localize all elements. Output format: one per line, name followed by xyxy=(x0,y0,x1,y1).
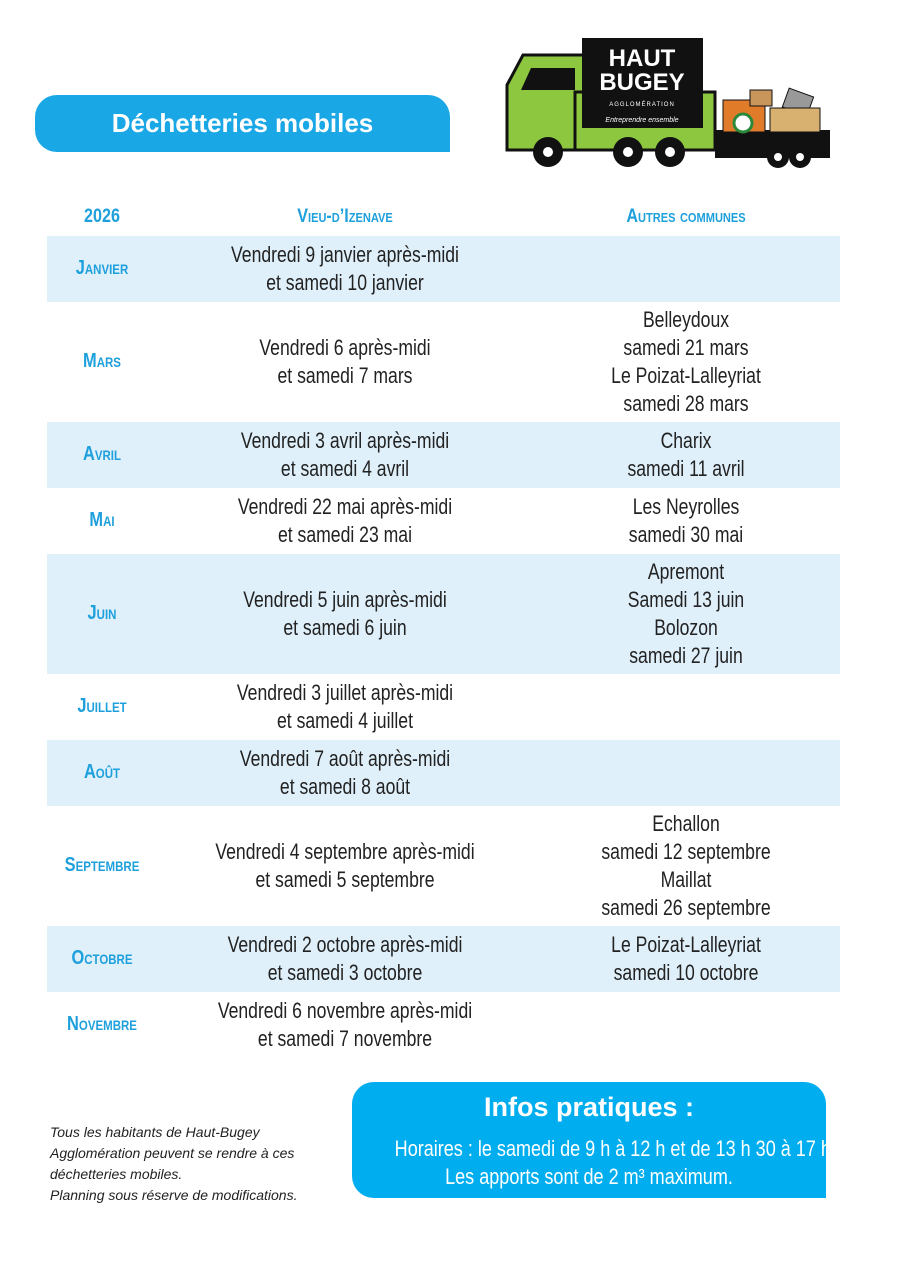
truck-logo: HAUT BUGEY AGGLOMÉRATION Entreprendre en… xyxy=(505,38,830,168)
hub xyxy=(543,147,553,157)
cargo-item xyxy=(769,107,821,133)
infos-text: Les apports sont de 2 m³ maximum. xyxy=(445,1164,733,1189)
cell-text: Vendredi 22 mai après-midi xyxy=(237,494,453,519)
cell-text: Vendredi 4 septembre après-midi xyxy=(215,839,475,864)
month-label: Mai xyxy=(89,509,115,531)
column-header: 2026 xyxy=(84,206,120,227)
hub xyxy=(665,147,675,157)
cell-text: Apremont xyxy=(647,559,725,584)
month-label: Septembre xyxy=(64,854,140,876)
table-row xyxy=(47,554,840,674)
cell-text: et samedi 7 mars xyxy=(277,363,413,388)
month-label: Mars xyxy=(83,350,121,372)
hub xyxy=(796,153,804,161)
cell-text: samedi 10 octobre xyxy=(613,960,759,985)
month-label: Janvier xyxy=(75,257,129,279)
cell-text: Samedi 13 juin xyxy=(627,587,745,612)
cell-text: Vendredi 3 juillet après-midi xyxy=(236,680,454,705)
logo-slogan: Entreprendre ensemble xyxy=(605,117,678,124)
month-label: Juin xyxy=(87,602,117,624)
hub xyxy=(774,153,782,161)
cell-text: samedi 21 mars xyxy=(623,335,749,360)
logo-text: AGGLOMÉRATION xyxy=(609,101,675,108)
cell-text: Belleydoux xyxy=(642,307,730,332)
cell-text: Maillat xyxy=(660,867,712,892)
month-label: Juillet xyxy=(77,695,127,717)
cell-text: Vendredi 7 août après-midi xyxy=(239,746,451,771)
cell-text: Vendredi 3 avril après-midi xyxy=(240,428,450,453)
cell-text: samedi 30 mai xyxy=(628,522,744,547)
footnote-line: Tous les habitants de Haut-Bugey xyxy=(50,1124,260,1140)
cell-text: Vendredi 6 après-midi xyxy=(259,335,431,360)
month-label: Novembre xyxy=(67,1013,137,1035)
table-row xyxy=(47,926,840,992)
cargo-item xyxy=(732,112,754,134)
cell-text: et samedi 10 janvier xyxy=(266,270,424,295)
cell-text: Vendredi 9 janvier après-midi xyxy=(231,242,459,267)
cell-text: et samedi 3 octobre xyxy=(267,960,423,985)
cell-text: et samedi 23 mai xyxy=(277,522,413,547)
column-header: Vieu-d’Izenave xyxy=(297,206,393,227)
cell-text: Bolozon xyxy=(654,615,718,640)
infos-title: Infos pratiques : xyxy=(483,1092,694,1122)
infos-text: Horaires : le samedi de 9 h à 12 h et de… xyxy=(394,1136,836,1161)
cell-text: samedi 27 juin xyxy=(629,643,743,668)
title-banner xyxy=(35,95,450,152)
cell-text: samedi 11 avril xyxy=(627,456,745,481)
month-label: Avril xyxy=(82,443,122,465)
footnote-line: déchetteries mobiles. xyxy=(50,1166,183,1182)
truck-window xyxy=(521,68,575,90)
cargo-item xyxy=(749,89,773,107)
cell-text: samedi 12 septembre xyxy=(601,839,771,864)
cell-text: Le Poizat-Lalleyriat xyxy=(611,932,761,957)
cell-text: et samedi 5 septembre xyxy=(255,867,435,892)
page-title: Déchetteries mobiles xyxy=(111,108,374,138)
logo-box xyxy=(582,38,703,128)
cell-text: samedi 26 septembre xyxy=(601,895,771,920)
table-row xyxy=(47,740,840,806)
cell-text: Echallon xyxy=(652,811,720,836)
cell-text: Vendredi 6 novembre après-midi xyxy=(217,998,473,1023)
cell-text: et samedi 7 novembre xyxy=(257,1026,433,1051)
month-label: Août xyxy=(83,761,121,783)
table-row xyxy=(47,422,840,488)
month-label: Octobre xyxy=(71,947,133,969)
column-header: Autres communes xyxy=(626,206,746,227)
table-row xyxy=(47,236,840,302)
logo-text: BUGEY xyxy=(599,69,684,96)
cell-text: Les Neyrolles xyxy=(632,494,740,519)
cell-text: Le Poizat-Lalleyriat xyxy=(611,363,761,388)
cell-text: samedi 28 mars xyxy=(623,391,749,416)
footnote-line: Agglomération peuvent se rendre à ces xyxy=(50,1145,295,1161)
cell-text: Charix xyxy=(660,428,712,453)
cell-text: et samedi 6 juin xyxy=(283,615,407,640)
cell-text: Vendredi 5 juin après-midi xyxy=(243,587,447,612)
logo-text: HAUT xyxy=(609,45,676,72)
hub xyxy=(623,147,633,157)
cell-text: Vendredi 2 octobre après-midi xyxy=(227,932,463,957)
infos-box xyxy=(352,1082,826,1198)
cell-text: et samedi 4 juillet xyxy=(277,708,413,733)
footnote-line: Planning sous réserve de modifications. xyxy=(50,1187,298,1203)
cell-text: et samedi 4 avril xyxy=(280,456,410,481)
cell-text: et samedi 8 août xyxy=(279,774,411,799)
